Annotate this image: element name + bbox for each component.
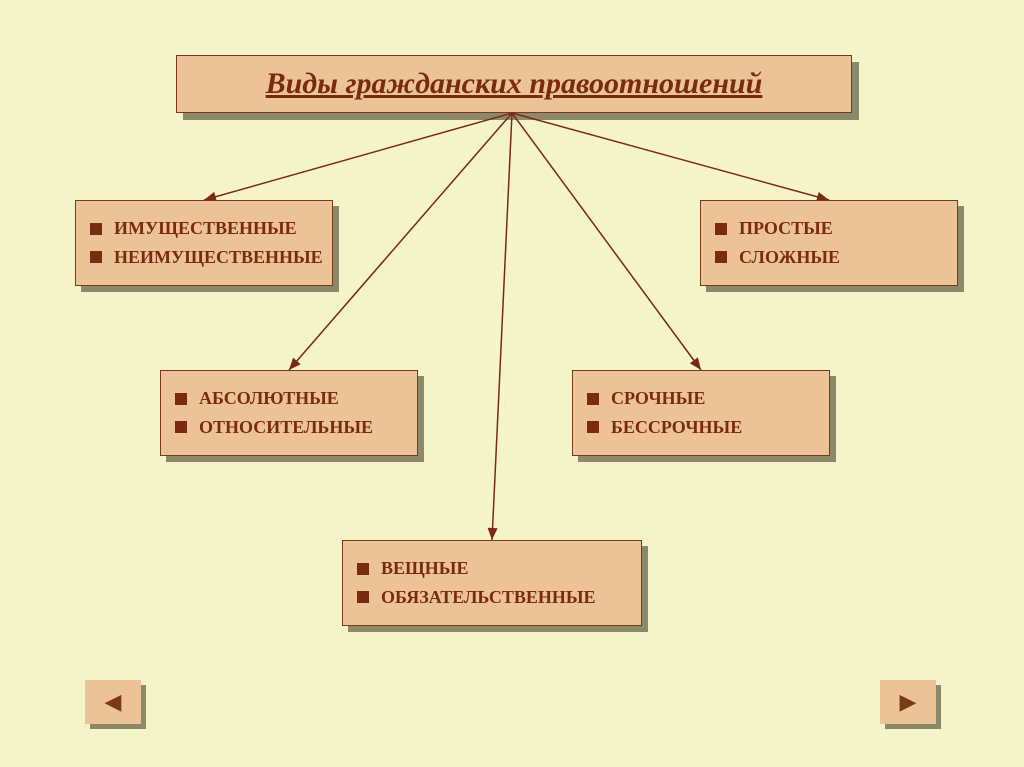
arrow-head-2 xyxy=(488,528,498,540)
bullet-square-icon xyxy=(587,421,599,433)
category-item-label: ИМУЩЕСТВЕННЫЕ xyxy=(114,214,297,243)
category-item: ПРОСТЫЕ xyxy=(715,214,943,243)
title-text: Виды гражданских правоотношений xyxy=(266,67,763,101)
category-item-label: НЕИМУЩЕСТВЕННЫЕ xyxy=(114,243,323,272)
arrow-head-3 xyxy=(690,357,701,370)
arrow-line-3 xyxy=(512,113,701,370)
category-item: ОБЯЗАТЕЛЬСТВЕННЫЕ xyxy=(357,583,627,612)
category-item: ИМУЩЕСТВЕННЫЕ xyxy=(90,214,318,243)
next-arrow-icon: ▶ xyxy=(900,689,917,715)
bullet-square-icon xyxy=(175,421,187,433)
category-item: БЕССРОЧНЫЕ xyxy=(587,413,815,442)
category-node: ВЕЩНЫЕОБЯЗАТЕЛЬСТВЕННЫЕ xyxy=(342,540,642,626)
category-item: СЛОЖНЫЕ xyxy=(715,243,943,272)
slide-canvas: Виды гражданских правоотношений ИМУЩЕСТВЕ… xyxy=(0,0,1024,767)
bullet-square-icon xyxy=(715,223,727,235)
category-node: СРОЧНЫЕБЕССРОЧНЫЕ xyxy=(572,370,830,456)
prev-button[interactable]: ◀ xyxy=(85,680,141,724)
category-item-label: ОБЯЗАТЕЛЬСТВЕННЫЕ xyxy=(381,583,596,612)
category-item-label: ОТНОСИТЕЛЬНЫЕ xyxy=(199,413,373,442)
arrow-line-0 xyxy=(204,113,512,200)
category-item: ВЕЩНЫЕ xyxy=(357,554,627,583)
bullet-square-icon xyxy=(357,563,369,575)
prev-arrow-icon: ◀ xyxy=(105,689,122,715)
category-node: ИМУЩЕСТВЕННЫЕНЕИМУЩЕСТВЕННЫЕ xyxy=(75,200,333,286)
arrow-line-2 xyxy=(492,113,512,540)
bullet-square-icon xyxy=(357,591,369,603)
category-item: СРОЧНЫЕ xyxy=(587,384,815,413)
category-item: АБСОЛЮТНЫЕ xyxy=(175,384,403,413)
category-node: ПРОСТЫЕСЛОЖНЫЕ xyxy=(700,200,958,286)
bullet-square-icon xyxy=(715,251,727,263)
category-item-label: СРОЧНЫЕ xyxy=(611,384,705,413)
bullet-square-icon xyxy=(90,251,102,263)
category-item-label: БЕССРОЧНЫЕ xyxy=(611,413,742,442)
title-box: Виды гражданских правоотношений xyxy=(176,55,852,113)
category-item-label: ПРОСТЫЕ xyxy=(739,214,833,243)
bullet-square-icon xyxy=(90,223,102,235)
arrow-head-1 xyxy=(289,358,301,370)
bullet-square-icon xyxy=(175,393,187,405)
category-item-label: АБСОЛЮТНЫЕ xyxy=(199,384,339,413)
category-item: НЕИМУЩЕСТВЕННЫЕ xyxy=(90,243,318,272)
arrow-line-4 xyxy=(512,113,829,200)
category-item-label: ВЕЩНЫЕ xyxy=(381,554,468,583)
category-item-label: СЛОЖНЫЕ xyxy=(739,243,840,272)
category-item: ОТНОСИТЕЛЬНЫЕ xyxy=(175,413,403,442)
next-button[interactable]: ▶ xyxy=(880,680,936,724)
bullet-square-icon xyxy=(587,393,599,405)
category-node: АБСОЛЮТНЫЕОТНОСИТЕЛЬНЫЕ xyxy=(160,370,418,456)
